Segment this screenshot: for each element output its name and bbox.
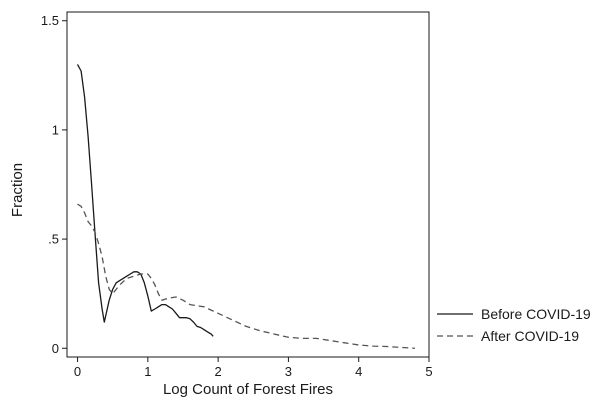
x-tick-label: 2	[215, 364, 222, 379]
x-tick-label: 1	[144, 364, 151, 379]
x-axis-title: Log Count of Forest Fires	[163, 381, 333, 398]
x-axis: 0 1 2 3 4 5	[74, 357, 433, 379]
y-tick-label: 1	[52, 122, 59, 137]
series-layer	[76, 64, 415, 349]
y-tick-label: .5	[48, 232, 59, 247]
plot-frame	[66, 11, 430, 358]
legend-label: After COVID-19	[481, 328, 579, 344]
series-line-1	[76, 64, 214, 337]
y-axis: 0 .5 1 1.5	[41, 13, 67, 356]
legend-label: Before COVID-19	[481, 306, 591, 322]
series-line-2	[77, 203, 415, 349]
x-tick-label: 0	[74, 364, 81, 379]
x-tick-label: 5	[425, 364, 432, 379]
y-axis-title: Fraction	[9, 163, 26, 217]
y-tick-label: 0	[52, 341, 59, 356]
y-tick-label: 1.5	[41, 13, 59, 28]
x-tick-label: 4	[355, 364, 362, 379]
x-tick-label: 3	[285, 364, 292, 379]
legend: Before COVID-19 After COVID-19	[437, 306, 591, 344]
